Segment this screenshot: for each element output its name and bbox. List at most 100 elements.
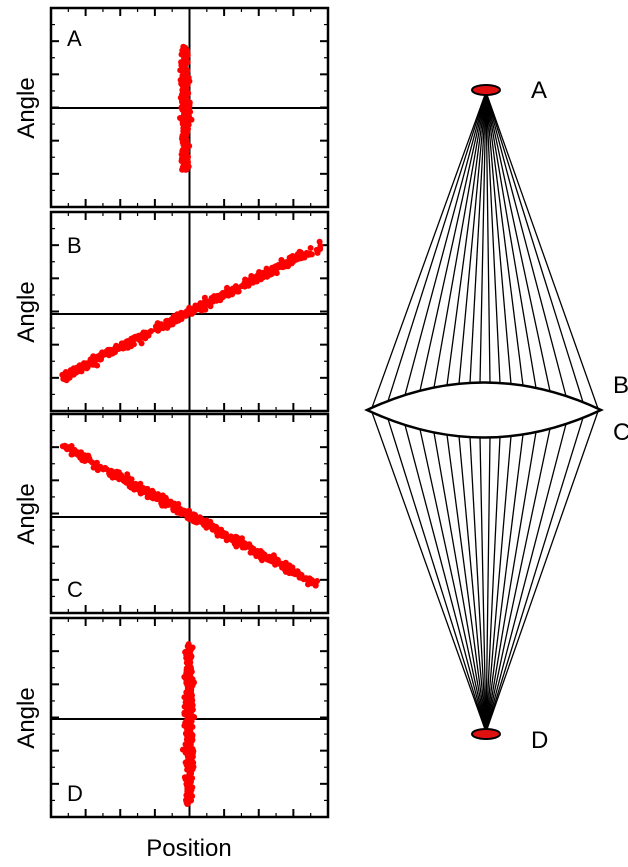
scatter-cloud [59,442,321,589]
scatter-point [187,714,194,721]
scatter-point [178,312,185,319]
scatter-point [171,501,178,508]
scatter-point [283,567,290,574]
scatter-point [184,763,191,769]
lens [364,381,604,439]
scatter-cloud [177,43,195,173]
scatter-point [155,327,161,334]
scatter-point [185,720,192,727]
scatter-point [124,477,130,484]
scatter-point [179,118,186,125]
scatter-point [288,254,294,260]
scatter-point [316,238,323,245]
scatter-point [178,151,185,158]
label-d: D [531,727,548,754]
light-ray [485,437,491,733]
scatter-point [187,743,194,750]
scatter-point [184,726,190,733]
scatter-point [145,491,151,498]
scatter-point [151,493,158,500]
scatter-point [179,106,186,113]
scatter-point [130,336,137,343]
scatter-point [123,338,130,345]
scatter-point [188,686,195,693]
light-ray [485,411,599,733]
scatter-point [183,792,190,799]
tick-marks [51,618,328,817]
panel-c: C [49,412,330,615]
scatter-point [184,782,191,789]
scatter-point [71,366,77,373]
light-ray [485,91,524,386]
light-ray [433,432,487,733]
scatter-point [263,265,270,272]
light-ray [485,91,551,392]
y-axis-label: Angle [13,687,40,748]
scatter-point [199,303,206,310]
scatter-point [112,345,119,352]
scatter-point [182,126,189,133]
light-ray [479,91,487,383]
scatter-point [226,287,233,294]
panel-label-a: A [67,26,82,51]
light-ray [479,437,487,733]
ray-diagram: A B C D [364,77,628,754]
scatter-point [257,276,264,283]
scatter-point [212,523,219,530]
scatter-point [63,444,70,450]
scatter-point [241,280,248,287]
scatter-point [140,485,147,491]
scatter-point [138,340,145,347]
scatter-point [184,654,191,661]
scatter-point [317,246,324,252]
scatter-point [124,471,131,478]
scatter-point [180,80,187,87]
scatter-point [183,153,190,160]
scatter-point [239,535,245,542]
scatter-point [116,473,123,480]
scatter-point [288,567,295,574]
scatter-point [159,498,166,505]
light-ray [371,91,487,408]
light-ray [371,412,487,733]
scatter-point [185,798,192,805]
scatter-point [294,251,301,258]
scatter-point [183,689,190,696]
scatter-point [232,287,239,294]
light-ray [419,429,487,733]
light-ray [387,91,487,402]
scatter-point [70,450,77,457]
scatter-point [182,649,189,656]
scatter-point [265,555,272,561]
light-ray [485,434,524,733]
light-ray [485,436,501,733]
label-b: B [613,372,628,399]
scatter-point [253,553,260,560]
scatter-point [108,467,115,474]
scatter-point [109,350,116,357]
light-ray [485,91,512,385]
scatter-point [187,674,194,681]
light-ray [469,437,487,733]
light-ray [485,91,599,409]
light-ray [404,91,487,396]
panel-b: B [49,210,330,413]
scatter-point [78,368,85,375]
scatter-point [232,536,239,543]
scatter-point [193,304,199,311]
scatter-point [275,261,282,268]
light-ray [446,91,487,386]
scatter-point [188,756,195,763]
scatter-point [100,466,107,473]
label-c: C [613,419,628,446]
scatter-point [207,518,214,525]
scatter-point [216,529,222,536]
scatter-point [157,322,163,329]
y-axis-label: Angle [13,77,40,138]
scatter-point [181,135,188,142]
scatter-point [176,508,183,515]
scatter-point [128,476,135,483]
panel-a: A [49,6,330,209]
scatter-point [192,518,199,525]
